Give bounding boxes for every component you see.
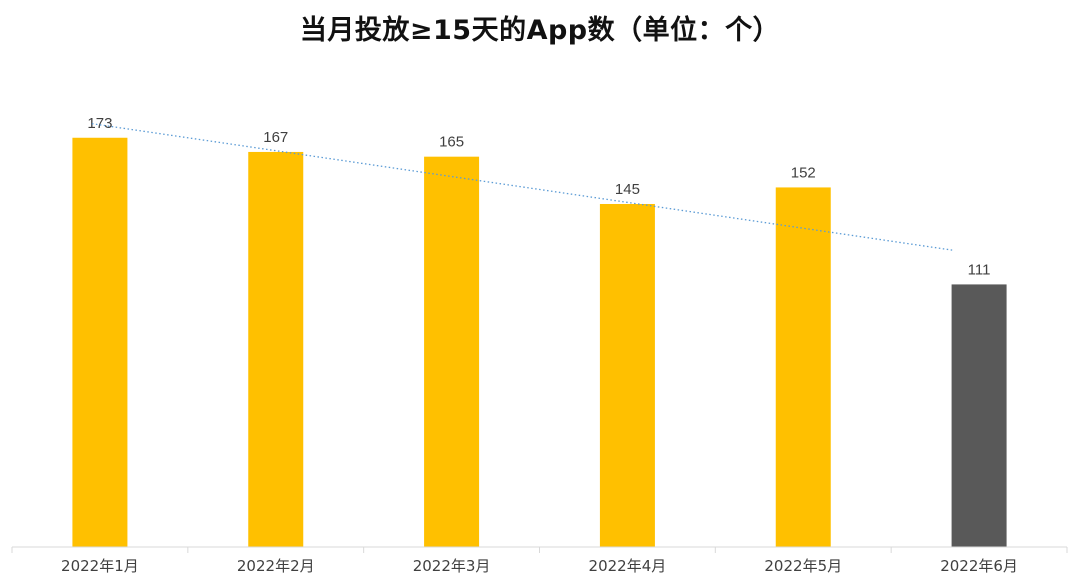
- value-label-5: 152: [791, 164, 816, 181]
- bar-4: [599, 203, 655, 547]
- value-label-1: 173: [87, 115, 112, 132]
- bar-6: [951, 284, 1007, 547]
- x-tick-label-3: 2022年3月: [413, 557, 491, 575]
- value-label-2: 167: [263, 129, 288, 146]
- bar-2: [248, 151, 304, 548]
- chart-title: 当月投放≥15天的App数（单位：个）: [299, 15, 781, 46]
- x-tick-label-2: 2022年2月: [237, 557, 315, 575]
- x-tick-label-6: 2022年6月: [940, 557, 1018, 575]
- value-label-6: 111: [968, 261, 991, 278]
- x-tick-label-4: 2022年4月: [589, 557, 667, 575]
- x-tick-label-5: 2022年5月: [764, 557, 842, 575]
- value-label-4: 145: [615, 181, 640, 198]
- value-label-3: 165: [439, 134, 464, 151]
- bar-1: [72, 137, 128, 547]
- bar-5: [775, 187, 831, 547]
- x-tick-label-1: 2022年1月: [61, 557, 139, 575]
- bar-3: [424, 156, 480, 547]
- trendline: [91, 123, 955, 252]
